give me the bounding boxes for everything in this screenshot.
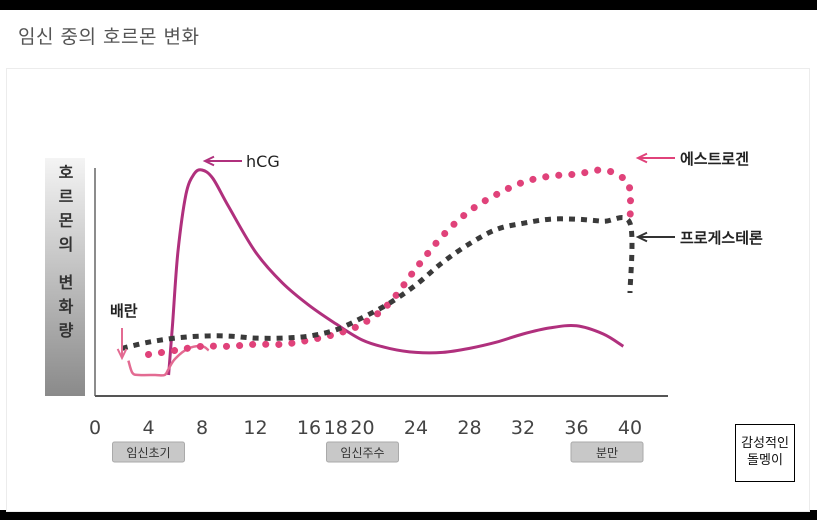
x-tick-label: 18 <box>324 417 348 439</box>
y-axis-label-char: 몬 <box>59 211 74 230</box>
estrogen-arrow-head <box>635 152 648 164</box>
y-axis-label-box <box>45 158 85 396</box>
progesterone-arrow-head <box>635 231 648 243</box>
stage-label-box <box>570 441 644 463</box>
y-axis-label-char: 화 <box>59 297 74 316</box>
stage-label-box <box>326 441 399 463</box>
series-line-early-curve <box>127 344 210 377</box>
chart-panel <box>6 68 810 512</box>
stage-label-box <box>112 441 185 463</box>
watermark-line-2: 돌멩이 <box>747 453 783 468</box>
y-axis-label-char: 량 <box>59 321 74 340</box>
annotation-hcg: hCG <box>246 152 280 171</box>
x-tick-label: 16 <box>297 417 321 439</box>
y-axis-label-char: 호 <box>59 163 74 182</box>
x-tick-label: 12 <box>243 417 267 439</box>
series-line-에스트로겐 <box>145 166 634 358</box>
x-tick-label: 40 <box>618 417 642 439</box>
y-axis-label-char: 르 <box>59 187 74 206</box>
series-line-프로게스테론 <box>121 215 635 351</box>
x-tick-label: 0 <box>89 417 101 439</box>
page: 임신 중의 호르몬 변화 호 르 몬 의 변 화 량 0 4 8 12 16 18 20 24 28 32 36 4… <box>0 10 817 512</box>
watermark-stamp: 감성적인 돌멩이 <box>735 424 795 482</box>
stage-label: 분만 <box>596 446 618 460</box>
ovulation-arrow-head <box>116 348 128 361</box>
annotation-progesterone: 프로게스테론 <box>680 229 763 247</box>
x-tick-label: 28 <box>457 417 481 439</box>
y-axis-label-char: 변 <box>59 273 74 292</box>
annotation-estrogen: 에스트로겐 <box>680 150 749 168</box>
x-tick-label: 24 <box>404 417 428 439</box>
page-title: 임신 중의 호르몬 변화 <box>18 26 200 48</box>
x-tick-label: 4 <box>142 417 154 439</box>
series-line-hCG <box>167 168 625 376</box>
x-tick-label: 20 <box>350 417 374 439</box>
hcg-arrow-head <box>202 155 215 167</box>
stage-label: 임신주수 <box>340 446 384 460</box>
watermark-line-1: 감성적인 <box>741 436 789 451</box>
annotation-ovulation: 배란 <box>110 302 138 320</box>
y-axis-label-char: 의 <box>59 235 74 254</box>
x-tick-label: 8 <box>196 417 208 439</box>
x-tick-label: 32 <box>511 417 535 439</box>
stage-label: 임신초기 <box>126 446 170 460</box>
x-tick-label: 36 <box>564 417 588 439</box>
